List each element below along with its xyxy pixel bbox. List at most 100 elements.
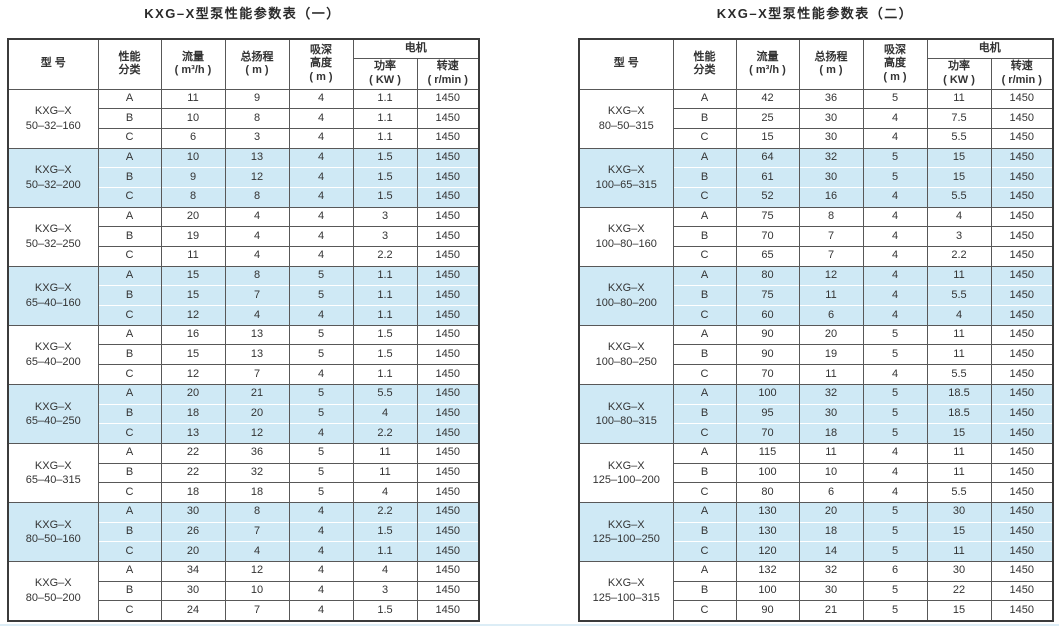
cell-power: 1.5 [352, 167, 417, 188]
cell-head: 30 [798, 108, 863, 129]
cell-flow: 18 [160, 482, 225, 503]
cell-class: B [672, 344, 736, 365]
cell-power: 1.5 [352, 147, 417, 168]
cell-head: 4 [224, 305, 289, 326]
model-size: 80–50–200 [25, 591, 81, 604]
table-row: C 8 8 4 1.5 1450 [8, 186, 479, 208]
cell-flow: 130 [735, 521, 799, 542]
cell-class: C [672, 600, 736, 621]
cell-class: A [97, 561, 161, 582]
cell-speed: 1450 [990, 442, 1053, 464]
cell-model: KXG–X 100–65–315 [578, 147, 673, 208]
model-series: KXG–X [607, 459, 645, 472]
model-series: KXG–X [607, 282, 645, 295]
cell-model: KXG–X 50–32–160 [7, 88, 98, 149]
cell-flow: 61 [735, 167, 799, 188]
model-series: KXG–X [607, 341, 645, 354]
cell-flow: 90 [735, 600, 799, 621]
cell-flow: 42 [735, 88, 799, 109]
table-row: KXG–X 65–40–160 A 15 8 5 1.1 1450 [7, 265, 479, 326]
cell-power: 30 [926, 501, 991, 523]
model-size: 50–32–200 [25, 178, 81, 191]
cell-flow: 12 [160, 305, 225, 326]
cell-speed: 1450 [416, 364, 479, 385]
cell-head: 21 [798, 600, 863, 621]
cell-speed: 1450 [990, 246, 1053, 267]
cell-head: 4 [224, 226, 289, 247]
cell-speed: 1450 [990, 521, 1053, 542]
table-row: C 15 30 4 5.5 1450 [579, 127, 1053, 149]
cell-power: 11 [926, 541, 991, 562]
table-row: C 11 4 4 2.2 1450 [8, 246, 479, 267]
table-row: KXG–X 50–32–160 A 11 9 4 1.1 1450 [7, 88, 479, 149]
cell-head: 21 [224, 383, 289, 404]
cell-class: C [97, 423, 161, 444]
cell-flow: 15 [160, 285, 225, 306]
cell-model: KXG–X 80–50–160 [7, 501, 98, 562]
cell-power: 1.1 [352, 305, 417, 326]
cell-power: 11 [926, 265, 991, 286]
cell-head: 20 [224, 403, 289, 424]
cell-head: 7 [224, 600, 289, 621]
cell-suction: 5 [288, 265, 353, 286]
cell-suction: 5 [862, 501, 927, 523]
cell-head: 32 [798, 383, 863, 404]
cell-class: A [672, 88, 736, 109]
cell-power: 2.2 [926, 246, 991, 267]
table-row: B 61 30 5 15 1450 [579, 167, 1053, 188]
cell-head: 11 [798, 285, 863, 306]
cell-speed: 1450 [416, 147, 479, 168]
table-row: C 120 14 5 11 1450 [579, 541, 1053, 562]
cell-power: 1.1 [352, 265, 417, 286]
cell-model: KXG–X 125–100–200 [578, 442, 673, 503]
cell-head: 18 [798, 521, 863, 542]
cell-flow: 30 [160, 501, 225, 523]
model-series: KXG–X [607, 400, 645, 413]
cell-suction: 5 [288, 285, 353, 306]
table-row: KXG–X 65–40–315 A 22 36 5 11 1450 [7, 442, 479, 503]
table-row: B 95 30 5 18.5 1450 [579, 403, 1053, 424]
cell-flow: 22 [160, 462, 225, 483]
model-size: 125–100–200 [592, 473, 660, 486]
cell-power: 15 [926, 167, 991, 188]
cell-class: C [97, 541, 161, 562]
cell-flow: 80 [735, 482, 799, 503]
cell-power: 2.2 [352, 501, 417, 523]
model-series: KXG–X [607, 223, 645, 236]
cell-speed: 1450 [990, 108, 1053, 129]
table-row: B 15 13 5 1.5 1450 [8, 344, 479, 365]
cell-flow: 75 [735, 206, 799, 227]
model-series: KXG–X [607, 164, 645, 177]
table-row: C 20 4 4 1.1 1450 [8, 541, 479, 562]
model-size: 50–32–160 [25, 119, 81, 132]
cell-flow: 52 [735, 186, 799, 208]
cell-head: 16 [798, 186, 863, 208]
table-row: B 130 18 5 15 1450 [579, 521, 1053, 542]
cell-head: 13 [224, 324, 289, 345]
cell-speed: 1450 [990, 127, 1053, 149]
cell-flow: 65 [735, 246, 799, 267]
cell-speed: 1450 [416, 344, 479, 365]
cell-speed: 1450 [990, 383, 1053, 404]
cell-model: KXG–X 65–40–315 [7, 442, 98, 503]
col-header-suction: 吸深 高度 ( m ) [288, 38, 353, 89]
cell-head: 8 [224, 265, 289, 286]
cell-head: 8 [224, 108, 289, 129]
cell-class: A [97, 383, 161, 404]
cell-flow: 10 [160, 147, 225, 168]
cell-flow: 75 [735, 285, 799, 306]
cell-class: A [97, 442, 161, 464]
cell-class: C [672, 364, 736, 385]
cell-flow: 90 [735, 344, 799, 365]
cell-head: 8 [224, 186, 289, 208]
model-series: KXG–X [34, 164, 72, 177]
col-header-power: 功率 ( KW ) [352, 57, 417, 89]
col-header-class: 性能 分类 [672, 38, 736, 89]
cell-speed: 1450 [416, 127, 479, 149]
model-series: KXG–X [34, 282, 72, 295]
cell-suction: 4 [288, 108, 353, 129]
cell-head: 11 [798, 364, 863, 385]
cell-power: 11 [926, 324, 991, 345]
cell-class: A [97, 88, 161, 109]
cell-head: 30 [798, 127, 863, 149]
